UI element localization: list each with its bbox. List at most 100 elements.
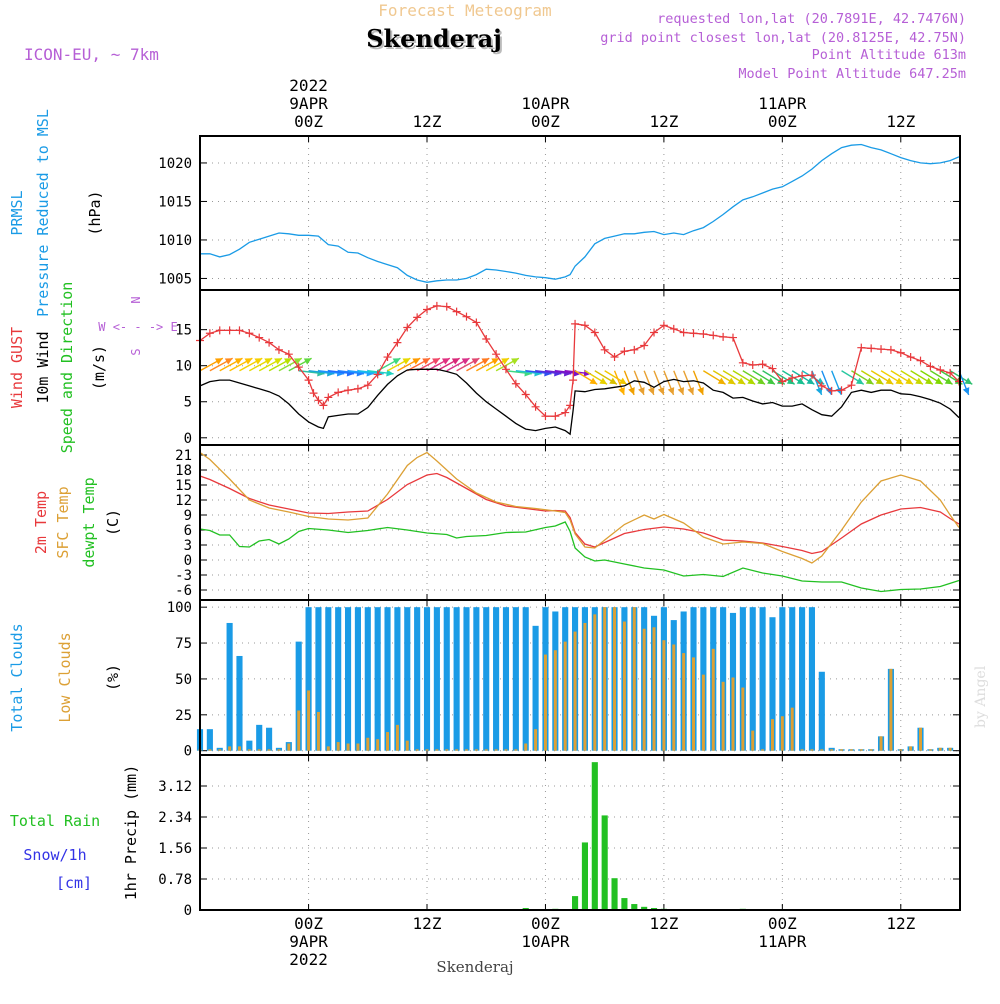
gust-marker xyxy=(857,343,866,352)
wind-arrow xyxy=(910,370,934,385)
pressure-label: PRMSL xyxy=(8,190,26,235)
wind-arrow-head xyxy=(905,377,914,385)
gust-marker xyxy=(541,412,550,421)
bar xyxy=(739,607,746,751)
bar xyxy=(830,749,834,751)
y-tick-label: 0 xyxy=(184,553,192,569)
gust-marker xyxy=(265,338,274,347)
wind-arrow xyxy=(633,370,645,396)
gust-marker xyxy=(748,360,757,369)
gust-marker xyxy=(255,333,264,342)
temperature-label: (C) xyxy=(104,509,122,536)
wind-arrow xyxy=(456,357,480,372)
wind-arrow-head xyxy=(796,377,805,385)
y-tick-label: 15 xyxy=(175,478,192,494)
gust-marker xyxy=(689,329,698,338)
series-line xyxy=(199,368,960,436)
bar xyxy=(494,749,498,751)
wind-arrow xyxy=(239,357,263,372)
bottom-time-label: 11APR xyxy=(758,932,807,951)
y-tick-label: 1010 xyxy=(158,233,192,249)
bar xyxy=(474,749,478,751)
bar xyxy=(443,607,450,751)
wind-arrow-head xyxy=(461,358,470,365)
bar xyxy=(277,749,281,751)
bar xyxy=(307,690,311,751)
gust-marker xyxy=(442,302,451,311)
compass-s: S xyxy=(129,348,143,355)
wind-arrow-head xyxy=(589,377,598,385)
gust-marker xyxy=(393,338,402,347)
gust-marker xyxy=(600,345,609,354)
bar xyxy=(899,749,903,751)
wind-arrow-head xyxy=(441,358,450,365)
bar xyxy=(611,878,618,910)
wind-arrow-head xyxy=(962,387,970,395)
bar xyxy=(267,749,271,751)
panel-frame xyxy=(199,444,961,601)
y-tick-label: -6 xyxy=(175,583,192,599)
wind-arrow xyxy=(752,370,776,385)
bar xyxy=(749,607,756,751)
wind-arrow xyxy=(682,370,694,396)
bar xyxy=(603,607,607,751)
bar xyxy=(840,749,844,751)
bar xyxy=(247,749,251,751)
wind-arrow xyxy=(584,370,608,385)
bar xyxy=(849,749,853,751)
bar xyxy=(622,621,626,751)
bar xyxy=(593,614,597,751)
bar xyxy=(711,648,715,751)
wind-arrow-head xyxy=(234,358,243,365)
gust-marker xyxy=(423,305,432,314)
wind-arrow-head xyxy=(422,358,431,365)
bar xyxy=(425,749,429,751)
bar xyxy=(465,749,468,751)
gust-marker xyxy=(215,326,224,335)
bar xyxy=(879,736,883,751)
bar xyxy=(228,746,232,751)
wind-arrow xyxy=(229,357,253,372)
station-title: Skenderaj xyxy=(366,24,502,53)
wind-arrow xyxy=(476,357,500,372)
bar xyxy=(613,607,617,751)
wind-arrow-head xyxy=(274,358,283,365)
wind-arrow xyxy=(397,357,421,372)
wind-label: 10m Wind xyxy=(34,331,52,403)
bar xyxy=(405,740,409,751)
gust-marker xyxy=(531,402,540,411)
bar xyxy=(455,749,459,751)
bar xyxy=(790,707,794,751)
y-tick-label: 75 xyxy=(175,636,192,652)
y-tick-label: 2.34 xyxy=(158,810,192,826)
gust-marker xyxy=(403,323,412,332)
gust-marker xyxy=(294,363,303,372)
bar xyxy=(928,749,932,751)
y-tick-label: 3 xyxy=(184,538,192,554)
wind-arrow-head xyxy=(386,369,394,377)
wind-arrow-head xyxy=(214,358,223,365)
pressure-label: Pressure Reduced to MSL xyxy=(34,109,52,317)
bottom-time-label: 00Z xyxy=(294,914,323,933)
wind-arrow-head xyxy=(885,377,894,385)
bar xyxy=(256,724,263,751)
wind-arrow-head xyxy=(767,377,775,385)
panel-frame xyxy=(199,599,961,756)
bar xyxy=(583,622,587,751)
bar xyxy=(366,737,370,751)
wind-arrow-head xyxy=(511,358,519,365)
bar xyxy=(326,746,330,751)
wind-arrow-head xyxy=(865,377,874,385)
bar xyxy=(938,747,942,751)
gust-marker xyxy=(886,345,895,354)
wind-arrow-head xyxy=(284,358,292,365)
bar xyxy=(889,668,893,751)
gust-marker xyxy=(610,353,619,362)
bar xyxy=(601,815,608,910)
wind-arrow xyxy=(436,357,461,372)
bar xyxy=(315,607,322,751)
series-line xyxy=(199,305,960,417)
wind-arrow-head xyxy=(737,377,746,385)
